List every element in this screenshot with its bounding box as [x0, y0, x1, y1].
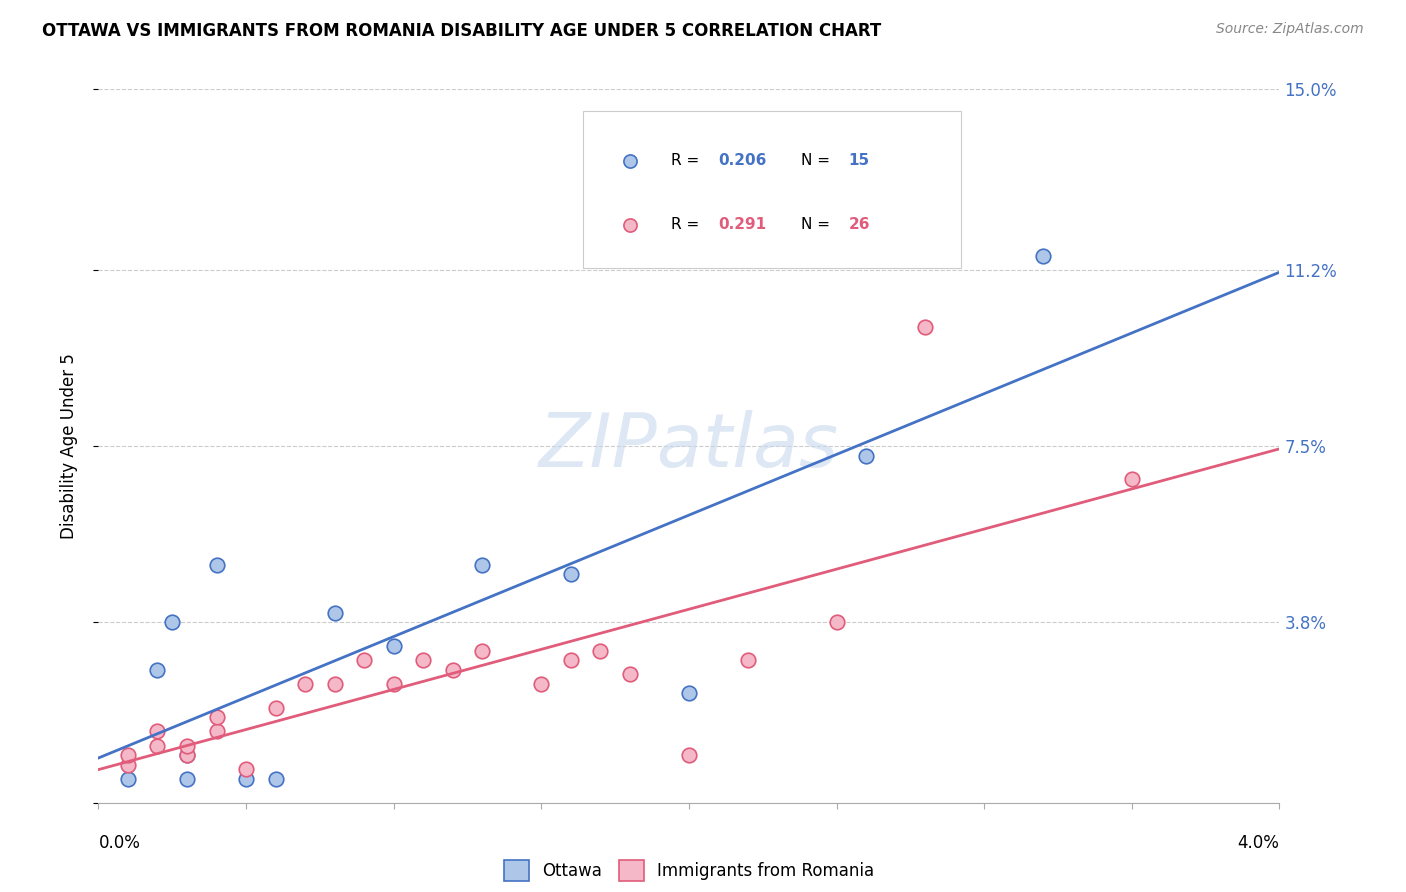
Point	[678, 686, 700, 700]
Point	[162, 615, 183, 629]
Text: Source: ZipAtlas.com: Source: ZipAtlas.com	[1216, 22, 1364, 37]
Text: ZIPatlas: ZIPatlas	[538, 410, 839, 482]
Point	[176, 772, 198, 786]
Point	[382, 639, 405, 653]
Point	[560, 567, 582, 582]
Point	[205, 558, 228, 572]
Text: N =: N =	[801, 153, 830, 168]
Point	[1121, 472, 1143, 486]
Point	[264, 772, 287, 786]
Point	[146, 724, 169, 739]
Point	[441, 663, 464, 677]
Point	[235, 772, 257, 786]
Point	[323, 606, 346, 620]
Point	[471, 643, 494, 657]
Text: 0.0%: 0.0%	[98, 834, 141, 852]
Point	[176, 748, 198, 763]
Point	[825, 615, 848, 629]
Point	[294, 677, 316, 691]
Y-axis label: Disability Age Under 5: Disability Age Under 5	[59, 353, 77, 539]
FancyBboxPatch shape	[582, 111, 960, 268]
Point	[1032, 249, 1054, 263]
Point	[914, 320, 936, 334]
Point	[855, 449, 877, 463]
Point	[589, 643, 612, 657]
Point	[146, 663, 169, 677]
Text: R =: R =	[671, 153, 699, 168]
Point	[737, 653, 759, 667]
Point	[264, 700, 287, 714]
Text: 15: 15	[848, 153, 869, 168]
Text: 0.206: 0.206	[718, 153, 766, 168]
Point	[205, 724, 228, 739]
Text: OTTAWA VS IMMIGRANTS FROM ROMANIA DISABILITY AGE UNDER 5 CORRELATION CHART: OTTAWA VS IMMIGRANTS FROM ROMANIA DISABI…	[42, 22, 882, 40]
Point	[678, 748, 700, 763]
Point	[560, 653, 582, 667]
Text: 0.291: 0.291	[718, 218, 766, 232]
Point	[323, 677, 346, 691]
Point	[146, 739, 169, 753]
Text: 26: 26	[848, 218, 870, 232]
Point	[530, 677, 553, 691]
Point	[205, 710, 228, 724]
Point	[117, 772, 139, 786]
Point	[382, 677, 405, 691]
Point	[412, 653, 434, 667]
Text: R =: R =	[671, 218, 699, 232]
Point	[117, 748, 139, 763]
Text: N =: N =	[801, 218, 830, 232]
Point	[471, 558, 494, 572]
Text: 4.0%: 4.0%	[1237, 834, 1279, 852]
Point	[353, 653, 375, 667]
Point	[176, 739, 198, 753]
Point	[176, 748, 198, 763]
Point	[117, 757, 139, 772]
Point	[619, 667, 641, 681]
Point	[235, 763, 257, 777]
Legend: Ottawa, Immigrants from Romania: Ottawa, Immigrants from Romania	[498, 854, 880, 888]
